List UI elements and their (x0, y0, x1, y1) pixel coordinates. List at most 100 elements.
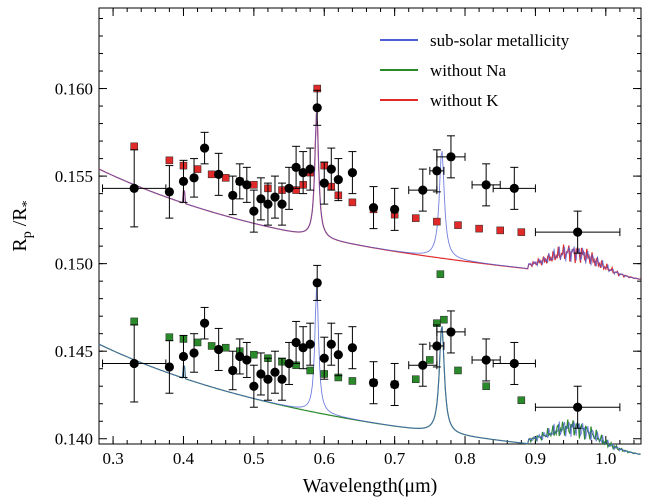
y-axis-ticks: 0.140 0.145 0.150 0.155 0.160 (55, 18, 641, 449)
observed-lower-point (390, 379, 400, 390)
observed-lower-point (333, 350, 343, 360)
observed-lower-point (214, 344, 224, 355)
without-na-bin (207, 342, 216, 350)
legend-label: without Na (430, 61, 506, 80)
observed-lower-point (432, 341, 442, 351)
y-tick-label: 0.155 (55, 167, 93, 186)
without-k-curve (98, 112, 641, 280)
without-na-bin (517, 396, 526, 404)
without-k-bin (433, 217, 441, 226)
without-na-bin (454, 366, 462, 375)
model-spectra (98, 112, 641, 455)
without-k-bin (454, 221, 462, 229)
without-k-bin (412, 214, 420, 222)
observed-lower-point (249, 381, 259, 391)
observed-lower-point (178, 351, 189, 362)
observed-lower-point (368, 378, 379, 388)
observed-lower-point (326, 339, 336, 349)
x-tick-label: 0.7 (384, 449, 406, 468)
without-k-bin (517, 228, 526, 236)
without-k-bin (165, 156, 174, 165)
observed-upper-point (256, 194, 266, 204)
svg-text:Rp /R*: Rp /R* (9, 200, 35, 251)
without-na-bin (436, 270, 445, 278)
y-tick-label: 0.160 (55, 80, 93, 99)
observed-lower-point (242, 355, 252, 365)
x-tick-label: 0.8 (454, 449, 475, 468)
observed-lower-point (291, 337, 301, 348)
without-na-bin (130, 317, 138, 326)
x-axis-ticks: 0.3 0.4 0.5 0.6 0.7 0.8 0.9 1.0 (102, 8, 635, 468)
without-k-bin (221, 174, 230, 182)
observed-upper-point (129, 183, 139, 193)
observed-upper-point (249, 206, 259, 216)
y-axis-label: Rp /R* (9, 200, 35, 251)
observed-lower-point (277, 374, 287, 384)
without-k-bin (193, 165, 202, 173)
observed-lower-point (509, 358, 519, 369)
without-na-bin (306, 366, 314, 375)
observed-lower-point (319, 353, 329, 363)
observed-upper-point (242, 180, 252, 190)
without-na-bin (482, 382, 490, 390)
observed-upper-point (312, 103, 322, 113)
observed-upper-point (418, 185, 428, 195)
without-na-bin (426, 356, 434, 364)
observed-upper-point (178, 176, 189, 186)
without-na-bin (250, 350, 258, 359)
observed-lower-point (573, 402, 583, 412)
observed-lower-point (270, 367, 280, 377)
observed-data (102, 89, 621, 429)
observed-upper-point (432, 166, 442, 176)
observed-upper-point (446, 152, 456, 162)
legend-label: without K (430, 91, 499, 110)
observed-upper-point (199, 143, 210, 153)
without-na-bin (165, 333, 174, 341)
without-k-bin (496, 226, 504, 235)
observed-upper-point (235, 176, 245, 186)
y-tick-label: 0.150 (55, 255, 93, 274)
observed-upper-point (368, 203, 379, 213)
without-na-bin (412, 375, 420, 383)
observed-upper-point (228, 190, 238, 200)
observed-lower-point (228, 365, 238, 376)
y-tick-label: 0.145 (55, 342, 93, 361)
observed-lower-point (305, 339, 315, 349)
without-na-bin (440, 315, 448, 324)
observed-upper-point (164, 187, 174, 197)
observed-lower-point (418, 360, 428, 370)
without-na-bin (348, 377, 357, 385)
observed-lower-point (446, 327, 456, 337)
plot-frame (98, 7, 642, 445)
observed-lower-point (312, 278, 322, 288)
without-na-curve (98, 326, 641, 455)
without-na-bin (193, 338, 202, 347)
without-k-bin (348, 198, 357, 207)
sub-solar-curve-lower (98, 287, 641, 455)
without-k-bin (130, 142, 138, 151)
observed-upper-point (291, 162, 301, 172)
x-tick-label: 0.3 (102, 449, 123, 468)
observed-lower-point (189, 348, 199, 358)
observed-lower-point (347, 343, 358, 353)
observed-lower-point (298, 343, 308, 353)
observed-upper-point (573, 227, 583, 237)
observed-upper-point (263, 199, 273, 209)
observed-upper-point (298, 167, 308, 178)
observed-lower-point (263, 374, 273, 384)
observed-upper-point (390, 204, 400, 214)
observed-upper-point (509, 183, 519, 193)
observed-upper-point (347, 167, 358, 178)
x-tick-label: 0.6 (314, 449, 335, 468)
x-tick-label: 0.5 (243, 449, 264, 468)
observed-lower-point (235, 351, 245, 362)
observed-lower-point (284, 358, 294, 369)
observed-upper-point (305, 164, 315, 174)
observed-upper-point (284, 183, 294, 193)
without-k-bin (475, 224, 483, 233)
observed-upper-point (333, 174, 343, 185)
observed-upper-point (481, 180, 491, 190)
observed-upper-point (214, 169, 224, 179)
observed-upper-point (319, 178, 329, 188)
